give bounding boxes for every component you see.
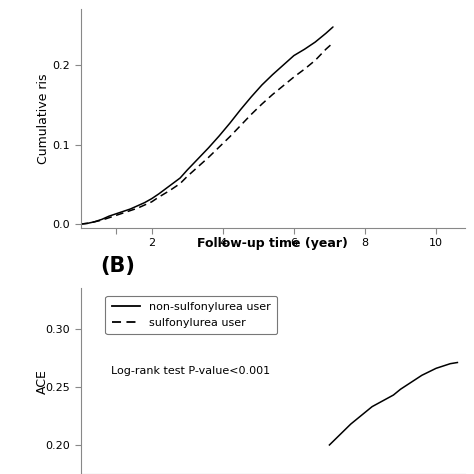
Text: Follow-up time (year): Follow-up time (year) [197, 237, 348, 250]
Y-axis label: Cumulative ris: Cumulative ris [36, 73, 50, 164]
Y-axis label: ACE: ACE [36, 369, 49, 393]
Text: Log-rank test P-value<0.001: Log-rank test P-value<0.001 [111, 366, 271, 376]
Text: (B): (B) [100, 256, 135, 276]
Legend: non-sulfonylurea user, sulfonylurea user: non-sulfonylurea user, sulfonylurea user [105, 296, 277, 335]
